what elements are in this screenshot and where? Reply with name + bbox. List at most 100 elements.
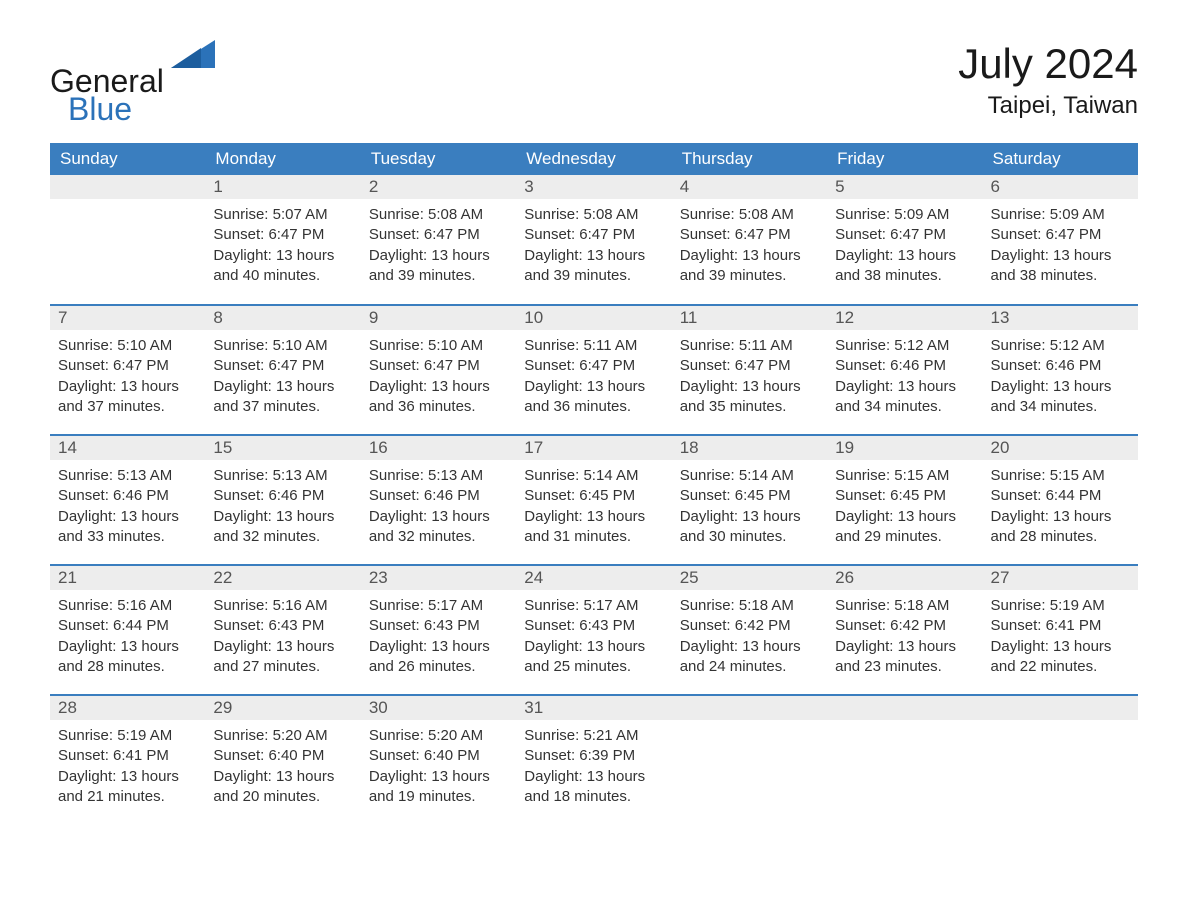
day-body: Sunrise: 5:20 AMSunset: 6:40 PMDaylight:… [205, 720, 360, 811]
daylight-line1: Daylight: 13 hours [369, 767, 508, 787]
daylight-line2: and 21 minutes. [58, 787, 197, 807]
title-block: July 2024 Taipei, Taiwan [958, 40, 1138, 120]
page-header: General Blue July 2024 Taipei, Taiwan [50, 40, 1138, 125]
day-number: 13 [983, 306, 1138, 330]
sunrise-text: Sunrise: 5:08 AM [680, 205, 819, 225]
day-number: 7 [50, 306, 205, 330]
day-cell: 28Sunrise: 5:19 AMSunset: 6:41 PMDayligh… [50, 695, 205, 825]
day-cell: 10Sunrise: 5:11 AMSunset: 6:47 PMDayligh… [516, 305, 671, 435]
day-body: Sunrise: 5:10 AMSunset: 6:47 PMDaylight:… [205, 330, 360, 421]
day-cell: 22Sunrise: 5:16 AMSunset: 6:43 PMDayligh… [205, 565, 360, 695]
day-cell: 5 Sunrise: 5:09 AMSunset: 6:47 PMDaylight… [827, 175, 982, 305]
day-number: 2 [361, 175, 516, 199]
day-number: 24 [516, 566, 671, 590]
sunrise-text: Sunrise: 5:17 AM [369, 596, 508, 616]
day-cell [827, 695, 982, 825]
weekday-header: Thursday [672, 143, 827, 175]
day-body: Sunrise: 5:10 AMSunset: 6:47 PMDaylight:… [361, 330, 516, 421]
sunset-text: Sunset: 6:47 PM [213, 356, 352, 376]
sunset-text: Sunset: 6:47 PM [524, 225, 663, 245]
sunrise-text: Sunrise: 5:14 AM [524, 466, 663, 486]
daylight-line1: Daylight: 13 hours [213, 637, 352, 657]
daylight-line2: and 20 minutes. [213, 787, 352, 807]
daylight-line1: Daylight: 13 hours [680, 637, 819, 657]
daylight-line1: Daylight: 13 hours [680, 377, 819, 397]
day-cell: 25Sunrise: 5:18 AMSunset: 6:42 PMDayligh… [672, 565, 827, 695]
day-cell: 3Sunrise: 5:08 AMSunset: 6:47 PMDaylight… [516, 175, 671, 305]
daylight-line1: Daylight: 13 hours [213, 246, 352, 266]
daylight-line1: Daylight: 13 hours [680, 507, 819, 527]
day-body: Sunrise: 5:19 AMSunset: 6:41 PMDaylight:… [983, 590, 1138, 681]
sunrise-text: Sunrise: 5:11 AM [680, 336, 819, 356]
sunrise-text: Sunrise: 5:13 AM [213, 466, 352, 486]
daylight-line1: Daylight: 13 hours [369, 637, 508, 657]
daylight-line1: Daylight: 13 hours [991, 246, 1130, 266]
daylight-line2: and 22 minutes. [991, 657, 1130, 677]
day-number: 25 [672, 566, 827, 590]
sunrise-text: Sunrise: 5:10 AM [213, 336, 352, 356]
daylight-line1: Daylight: 13 hours [58, 637, 197, 657]
daylight-line2: and 28 minutes. [58, 657, 197, 677]
day-number-empty [827, 696, 982, 720]
daylight-line1: Daylight: 13 hours [680, 246, 819, 266]
day-body: Sunrise: 5:08 AMSunset: 6:47 PMDaylight:… [672, 199, 827, 290]
day-cell: 14Sunrise: 5:13 AMSunset: 6:46 PMDayligh… [50, 435, 205, 565]
sunrise-text: Sunrise: 5:08 AM [369, 205, 508, 225]
daylight-line1: Daylight: 13 hours [991, 637, 1130, 657]
sunrise-text: Sunrise: 5:16 AM [58, 596, 197, 616]
day-cell: 27Sunrise: 5:19 AMSunset: 6:41 PMDayligh… [983, 565, 1138, 695]
day-body: Sunrise: 5:07 AMSunset: 6:47 PMDaylight:… [205, 199, 360, 290]
daylight-line1: Daylight: 13 hours [835, 246, 974, 266]
sunrise-text: Sunrise: 5:11 AM [524, 336, 663, 356]
day-cell: 16Sunrise: 5:13 AMSunset: 6:46 PMDayligh… [361, 435, 516, 565]
day-number: 19 [827, 436, 982, 460]
day-cell: 31Sunrise: 5:21 AMSunset: 6:39 PMDayligh… [516, 695, 671, 825]
daylight-line1: Daylight: 13 hours [524, 377, 663, 397]
daylight-line1: Daylight: 13 hours [369, 246, 508, 266]
daylight-line1: Daylight: 13 hours [213, 767, 352, 787]
day-body: Sunrise: 5:09 AMSunset: 6:47 PMDaylight:… [983, 199, 1138, 290]
sunset-text: Sunset: 6:44 PM [58, 616, 197, 636]
calendar-body: 1Sunrise: 5:07 AMSunset: 6:47 PMDaylight… [50, 175, 1138, 825]
daylight-line2: and 18 minutes. [524, 787, 663, 807]
day-cell [983, 695, 1138, 825]
daylight-line1: Daylight: 13 hours [213, 507, 352, 527]
weekday-header: Sunday [50, 143, 205, 175]
title-location: Taipei, Taiwan [958, 92, 1138, 120]
daylight-line2: and 30 minutes. [680, 527, 819, 547]
day-cell: 2Sunrise: 5:08 AMSunset: 6:47 PMDaylight… [361, 175, 516, 305]
sunrise-text: Sunrise: 5:18 AM [680, 596, 819, 616]
day-number: 12 [827, 306, 982, 330]
day-number: 4 [672, 175, 827, 199]
day-body: Sunrise: 5:16 AMSunset: 6:43 PMDaylight:… [205, 590, 360, 681]
day-cell: 12Sunrise: 5:12 AMSunset: 6:46 PMDayligh… [827, 305, 982, 435]
sunset-text: Sunset: 6:46 PM [213, 486, 352, 506]
sunset-text: Sunset: 6:47 PM [213, 225, 352, 245]
daylight-line2: and 39 minutes. [369, 266, 508, 286]
day-cell: 15 Sunrise: 5:13 AMSunset: 6:46 PMDayligh… [205, 435, 360, 565]
daylight-line2: and 28 minutes. [991, 527, 1130, 547]
day-number: 5 [827, 175, 982, 199]
daylight-line1: Daylight: 13 hours [991, 377, 1130, 397]
day-number: 11 [672, 306, 827, 330]
daylight-line2: and 37 minutes. [58, 397, 197, 417]
day-number: 31 [516, 696, 671, 720]
logo: General Blue [50, 40, 215, 125]
sunrise-text: Sunrise: 5:17 AM [524, 596, 663, 616]
sunrise-text: Sunrise: 5:16 AM [213, 596, 352, 616]
day-number: 3 [516, 175, 671, 199]
week-row: 14Sunrise: 5:13 AMSunset: 6:46 PMDayligh… [50, 435, 1138, 565]
sunrise-text: Sunrise: 5:09 AM [835, 205, 974, 225]
day-body: Sunrise: 5:15 AMSunset: 6:44 PMDaylight:… [983, 460, 1138, 551]
sunset-text: Sunset: 6:47 PM [991, 225, 1130, 245]
day-body: Sunrise: 5:17 AMSunset: 6:43 PMDaylight:… [516, 590, 671, 681]
sunrise-text: Sunrise: 5:12 AM [991, 336, 1130, 356]
week-row: 28Sunrise: 5:19 AMSunset: 6:41 PMDayligh… [50, 695, 1138, 825]
sunset-text: Sunset: 6:47 PM [835, 225, 974, 245]
day-number: 15 [205, 436, 360, 460]
sunrise-text: Sunrise: 5:07 AM [213, 205, 352, 225]
sunrise-text: Sunrise: 5:20 AM [213, 726, 352, 746]
daylight-line2: and 39 minutes. [680, 266, 819, 286]
daylight-line2: and 36 minutes. [524, 397, 663, 417]
day-body: Sunrise: 5:14 AMSunset: 6:45 PMDaylight:… [672, 460, 827, 551]
